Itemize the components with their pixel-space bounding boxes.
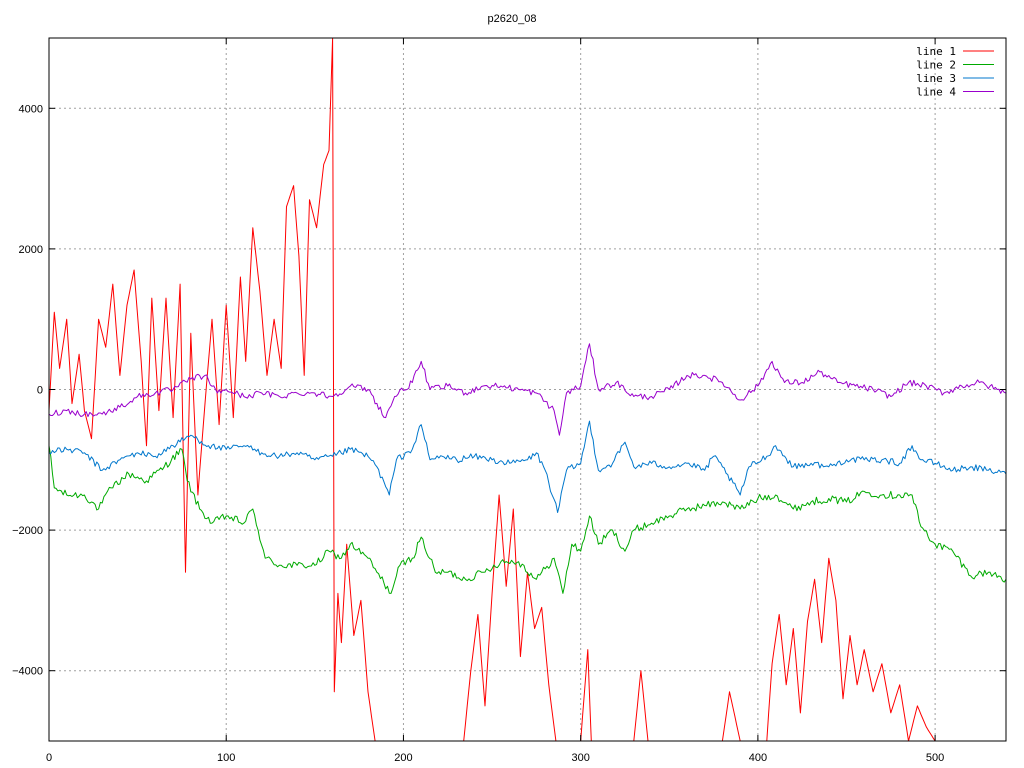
x-tick-label: 200 — [394, 752, 412, 764]
x-tick-label: 500 — [926, 752, 944, 764]
x-tick-label: 0 — [46, 752, 52, 764]
legend-label: line 4 — [916, 86, 956, 99]
series-line-3 — [49, 420, 1006, 513]
legend-label: line 2 — [916, 59, 956, 72]
legend-label: line 3 — [916, 72, 956, 85]
series-line-2 — [49, 445, 1006, 594]
x-tick-label: 400 — [749, 752, 767, 764]
x-tick-label: 100 — [217, 752, 235, 764]
y-tick-label: −2000 — [12, 525, 43, 537]
x-tick-label: 300 — [571, 752, 589, 764]
chart-title: p2620_08 — [488, 13, 537, 25]
y-tick-label: 2000 — [19, 244, 43, 256]
legend-label: line 1 — [916, 45, 956, 58]
y-tick-label: −4000 — [12, 666, 43, 678]
y-tick-label: 0 — [37, 385, 43, 397]
series-line-4 — [49, 343, 1006, 436]
axis-ticks: 0 100 200 300 400 500 −4000 −2000 0 2000 4000 — [12, 38, 1006, 764]
y-tick-label: 4000 — [19, 103, 43, 115]
series-layer — [49, 38, 1006, 741]
